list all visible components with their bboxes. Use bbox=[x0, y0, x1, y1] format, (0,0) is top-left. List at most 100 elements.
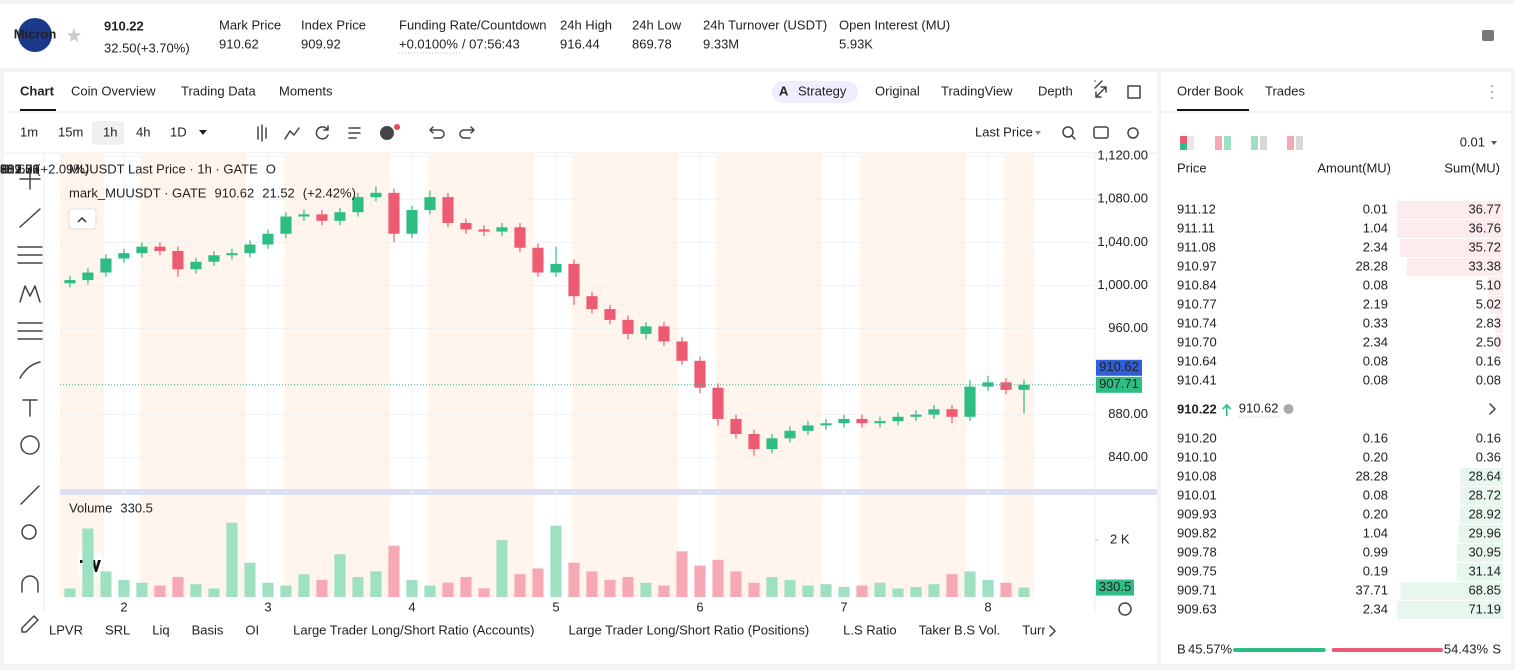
legend-ohlc: H bbox=[0, 161, 9, 176]
depth-bar bbox=[1488, 277, 1503, 295]
fib[interactable] bbox=[17, 246, 43, 264]
lock[interactable] bbox=[21, 615, 39, 633]
price: 910.22 bbox=[104, 18, 144, 33]
volume-bar bbox=[604, 579, 616, 597]
volume-bar bbox=[352, 577, 364, 597]
layout-2[interactable] bbox=[1215, 136, 1222, 150]
book-sum: 0.16 bbox=[1476, 430, 1501, 445]
indicator-tab[interactable]: Large Trader Long/Short Ratio (Positions… bbox=[569, 622, 810, 637]
scroll-right[interactable] bbox=[1049, 625, 1056, 637]
x-tick-label: 3 bbox=[264, 599, 271, 614]
candle-body bbox=[964, 386, 976, 417]
book-amount: 0.16 bbox=[1363, 430, 1388, 445]
indicators-icon[interactable] bbox=[284, 127, 300, 140]
favorite[interactable] bbox=[67, 28, 81, 42]
strategy-pill[interactable] bbox=[772, 81, 858, 103]
indicator-tab[interactable]: Basis bbox=[192, 622, 224, 637]
stat-value: +0.0100% bbox=[399, 36, 458, 51]
candle-body bbox=[820, 423, 832, 426]
expand[interactable] bbox=[1094, 80, 1103, 89]
depth-bar bbox=[1460, 468, 1503, 486]
book-amount: 0.08 bbox=[1363, 353, 1388, 368]
expand-arrow[interactable] bbox=[1489, 403, 1496, 415]
ruler[interactable] bbox=[20, 485, 40, 505]
candle-body bbox=[550, 263, 562, 273]
brush[interactable] bbox=[19, 361, 41, 379]
interval[interactable]: 4h bbox=[136, 124, 150, 139]
interval-active[interactable] bbox=[92, 121, 124, 145]
layout-4[interactable] bbox=[1287, 136, 1294, 150]
interval[interactable]: 15m bbox=[58, 124, 83, 139]
replay[interactable] bbox=[315, 125, 329, 140]
indicator-tab[interactable]: Taker B.S Vol. bbox=[919, 622, 1001, 637]
chart-tab[interactable]: Coin Overview bbox=[71, 83, 156, 98]
x-tick-label: 6 bbox=[696, 599, 703, 614]
interval[interactable]: 1m bbox=[20, 124, 38, 139]
crosshair[interactable] bbox=[19, 168, 41, 190]
info-icon bbox=[1283, 404, 1294, 414]
volume-bar bbox=[586, 571, 598, 597]
trend-line[interactable] bbox=[19, 208, 41, 228]
chart-tab[interactable]: Moments bbox=[279, 83, 333, 98]
book-tab[interactable]: Order Book bbox=[1177, 83, 1244, 98]
indicator-tab[interactable]: Liq bbox=[152, 622, 169, 637]
precision[interactable]: 0.01 bbox=[1460, 134, 1485, 149]
indicator-tab[interactable]: OI bbox=[245, 622, 259, 637]
interval[interactable]: 1D bbox=[170, 124, 187, 139]
volume-bar bbox=[532, 568, 544, 597]
pattern[interactable] bbox=[19, 285, 41, 303]
dropdown bbox=[1491, 141, 1497, 145]
indicator-tab[interactable]: Turnover bbox=[1022, 622, 1074, 637]
view-tab[interactable]: TradingView bbox=[941, 83, 1013, 98]
window[interactable] bbox=[1127, 85, 1141, 99]
view-tab[interactable]: Depth bbox=[1038, 83, 1073, 98]
indicator-tab[interactable]: L.S Ratio bbox=[843, 622, 896, 637]
stat-value: 9.33M bbox=[703, 36, 739, 51]
search[interactable] bbox=[1062, 126, 1074, 138]
candle-body bbox=[262, 233, 274, 245]
view-tab[interactable]: Original bbox=[875, 83, 920, 98]
indicator-tab[interactable]: SRL bbox=[105, 622, 130, 637]
indicator-tab[interactable]: Large Trader Long/Short Ratio (Accounts) bbox=[293, 622, 534, 637]
view-tab[interactable]: Strategy bbox=[798, 83, 847, 98]
candle-body bbox=[172, 250, 184, 270]
snapshot[interactable] bbox=[1093, 126, 1109, 139]
chart-tab[interactable]: Trading Data bbox=[181, 83, 256, 98]
chart-tab[interactable]: Chart bbox=[20, 83, 55, 98]
book-price: 910.41 bbox=[1177, 372, 1217, 387]
magnet[interactable] bbox=[21, 575, 39, 593]
stat-value: 916.44 bbox=[560, 36, 600, 51]
text-tool[interactable] bbox=[22, 399, 38, 417]
dropdown bbox=[199, 130, 207, 135]
emoji[interactable] bbox=[20, 435, 40, 455]
layout-3[interactable] bbox=[1251, 136, 1258, 150]
volume-bar bbox=[208, 588, 220, 597]
candle-type[interactable] bbox=[257, 124, 267, 142]
volume-bar bbox=[982, 579, 994, 597]
logo bbox=[18, 18, 52, 52]
templates[interactable] bbox=[348, 127, 361, 139]
book-sum: 36.77 bbox=[1468, 201, 1501, 216]
projection[interactable] bbox=[17, 322, 43, 340]
depth-bar bbox=[1400, 582, 1503, 600]
add[interactable] bbox=[380, 126, 394, 140]
redo[interactable] bbox=[459, 126, 475, 139]
candle-body bbox=[676, 341, 688, 361]
volume-bar bbox=[640, 582, 652, 597]
candle-body bbox=[730, 418, 742, 435]
chart-settings[interactable] bbox=[1127, 127, 1139, 139]
undo[interactable] bbox=[429, 126, 445, 139]
book-tab[interactable]: Trades bbox=[1265, 83, 1305, 98]
volume-bar bbox=[820, 584, 832, 597]
book-amount: 2.19 bbox=[1363, 296, 1388, 311]
indicator-tab[interactable]: LPVR bbox=[49, 622, 83, 637]
price-source[interactable]: Last Price bbox=[975, 124, 1033, 139]
reset-scale[interactable] bbox=[1118, 602, 1132, 616]
settings-icon[interactable] bbox=[1482, 30, 1494, 41]
fullscreen[interactable] bbox=[1095, 86, 1107, 98]
stat-label: 24h Turnover (USDT) bbox=[703, 17, 827, 32]
interval[interactable]: 1h bbox=[103, 124, 117, 139]
sell-label: S bbox=[1492, 641, 1501, 656]
zoom[interactable] bbox=[21, 524, 37, 540]
